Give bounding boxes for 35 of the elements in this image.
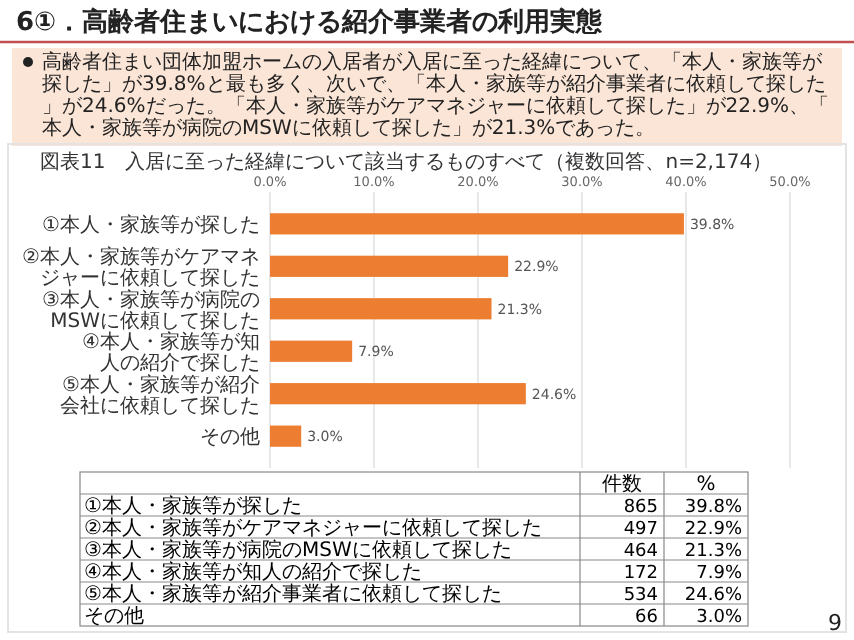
text: 9 <box>828 610 842 636</box>
y-tick-label: ①本人・家族等が探した <box>42 212 260 237</box>
data-label: 534 <box>623 586 659 606</box>
data-label: 3.0% <box>696 608 743 628</box>
data-label: 24.6% <box>684 586 743 606</box>
bar <box>270 255 509 277</box>
bar <box>270 340 353 362</box>
bar <box>270 213 684 235</box>
y-tick-label: ⑤本人・家族等が紹介会社に依頼して探した <box>60 372 260 418</box>
series-label: 件数 <box>602 474 642 496</box>
bar <box>270 383 526 405</box>
data-label: 865 <box>623 498 658 518</box>
category-label: ④本人・家族等が知人の紹介で探した <box>84 560 422 585</box>
data-label: 172 <box>623 564 658 584</box>
category-label: ①本人・家族等が探した <box>84 494 302 519</box>
y-tick-label: ②本人・家族等がケアマネジャーに依頼して探した <box>22 245 260 291</box>
data-label: 497 <box>623 520 658 540</box>
category-label: その他 <box>84 604 144 629</box>
text: % <box>696 474 716 496</box>
y-tick-label: その他 <box>200 425 260 450</box>
y-tick-label: ④本人・家族等が知人の紹介で探した <box>82 330 260 376</box>
category-label: ⑤本人・家族等が紹介事業者に依頼して探した <box>84 582 502 607</box>
data-label: 7.9% <box>696 564 743 584</box>
bar <box>270 298 492 320</box>
category-label: ③本人・家族等が病院のMSWに依頼して探した <box>84 538 512 563</box>
chart-title: 6①．高齢者住まいにおける紹介事業者の利用実態 <box>16 6 605 38</box>
category-label: ②本人・家族等がケアマネジャーに依頼して探した <box>84 516 542 541</box>
data-label: 464 <box>623 542 659 562</box>
bar <box>270 425 302 447</box>
chart-subtitle: 図表11 入居に至った経緯について該当するものすべて（複数回答、n=2,174） <box>40 150 773 174</box>
data-label: 39.8% <box>684 498 743 518</box>
y-tick-label: ③本人・家族等が病院のMSWに依頼して探した <box>42 287 260 333</box>
data-label: 21.3% <box>684 542 743 562</box>
data-label: 22.9% <box>684 520 743 540</box>
data-label: 66 <box>635 608 659 628</box>
